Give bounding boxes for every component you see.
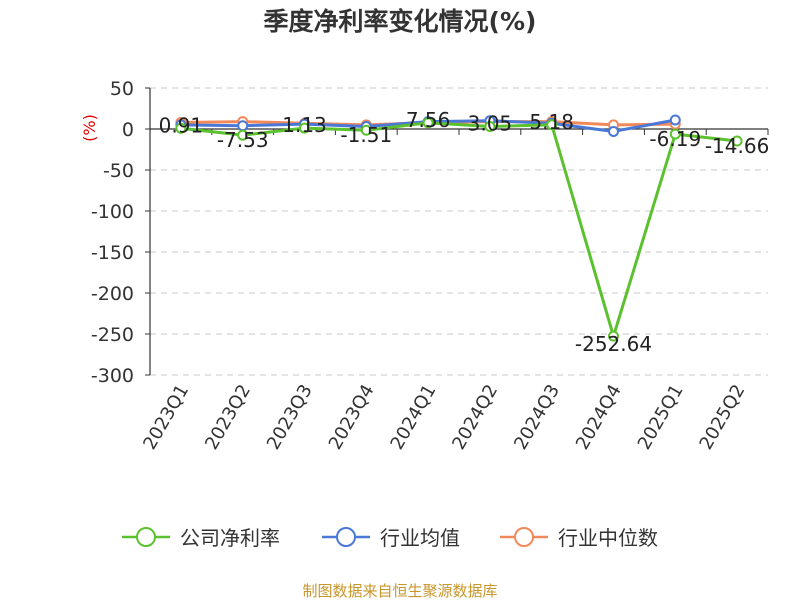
data-point: [299, 122, 310, 134]
legend-swatch-marker: [514, 527, 534, 547]
x-tick-label: 2023Q2: [201, 381, 255, 453]
x-tick-label: 2024Q1: [387, 381, 441, 453]
data-labels: 0.91 -7.53 1.13 -1.51 7.56 3.05 5.18 -252.64 -6.…: [159, 108, 770, 356]
x-tick-label: 2025Q1: [634, 381, 688, 453]
data-point: [608, 330, 619, 342]
y-tick-label: -50: [103, 160, 134, 182]
legend: 公司净利率 行业均值 行业中位数: [122, 526, 658, 550]
data-point: [360, 124, 372, 136]
x-tick-label: 2025Q2: [696, 381, 750, 453]
data-point: [669, 128, 681, 140]
data-label: 1.13: [282, 113, 327, 137]
legend-swatch-marker: [136, 527, 156, 547]
x-tick-label: 2024Q2: [448, 381, 502, 453]
data-point: [546, 119, 558, 131]
data-point: [731, 135, 743, 147]
data-point: [422, 117, 434, 129]
data-point: [608, 125, 619, 137]
series-lines: [175, 114, 743, 342]
y-tick-label: -100: [91, 201, 134, 223]
x-tick-label: 2023Q1: [139, 381, 193, 453]
y-tick-label: -250: [91, 324, 134, 346]
x-tick-label: 2024Q3: [510, 381, 564, 453]
data-label: -1.51: [340, 123, 392, 147]
legend-label: 行业中位数: [558, 526, 658, 550]
data-point: [237, 129, 249, 141]
legend-label: 公司净利率: [180, 526, 280, 550]
data-label: -7.53: [217, 128, 269, 152]
grid-lines: [150, 87, 768, 376]
data-point: [175, 122, 187, 134]
data-label: 3.05: [468, 111, 513, 135]
y-axis-label: (%): [80, 114, 99, 142]
y-tick-label: 0: [122, 119, 134, 141]
x-tick-label: 2023Q3: [263, 381, 317, 453]
x-tick-label: 2023Q4: [325, 381, 379, 453]
y-tick-label: -150: [91, 242, 134, 264]
data-point: [669, 114, 681, 126]
y-ticks: 50 0 -50 -100 -150 -200 -250 -300: [91, 78, 150, 387]
data-point: [484, 120, 496, 132]
y-tick-label: -200: [91, 283, 134, 305]
series-line: [180, 121, 738, 338]
y-tick-label: 50: [110, 78, 134, 100]
data-label: -252.64: [575, 332, 652, 356]
data-label: -6.19: [649, 127, 701, 151]
legend-label: 行业均值: [380, 526, 460, 550]
data-label: 5.18: [529, 110, 574, 134]
data-label: 0.91: [159, 113, 204, 137]
x-tick-label: 2024Q4: [572, 381, 626, 453]
legend-swatch-marker: [336, 527, 356, 547]
chart-title: 季度净利率变化情况(%): [263, 7, 537, 36]
data-label: 7.56: [406, 108, 451, 132]
y-tick-label: -300: [91, 365, 134, 387]
data-label: -14.66: [705, 134, 769, 158]
x-ticks: 2023Q1 2023Q2 2023Q3 2023Q4 2024Q1 2024Q2 2024…: [139, 129, 769, 453]
data-source-note: 制图数据来自恒生聚源数据库: [302, 582, 498, 600]
